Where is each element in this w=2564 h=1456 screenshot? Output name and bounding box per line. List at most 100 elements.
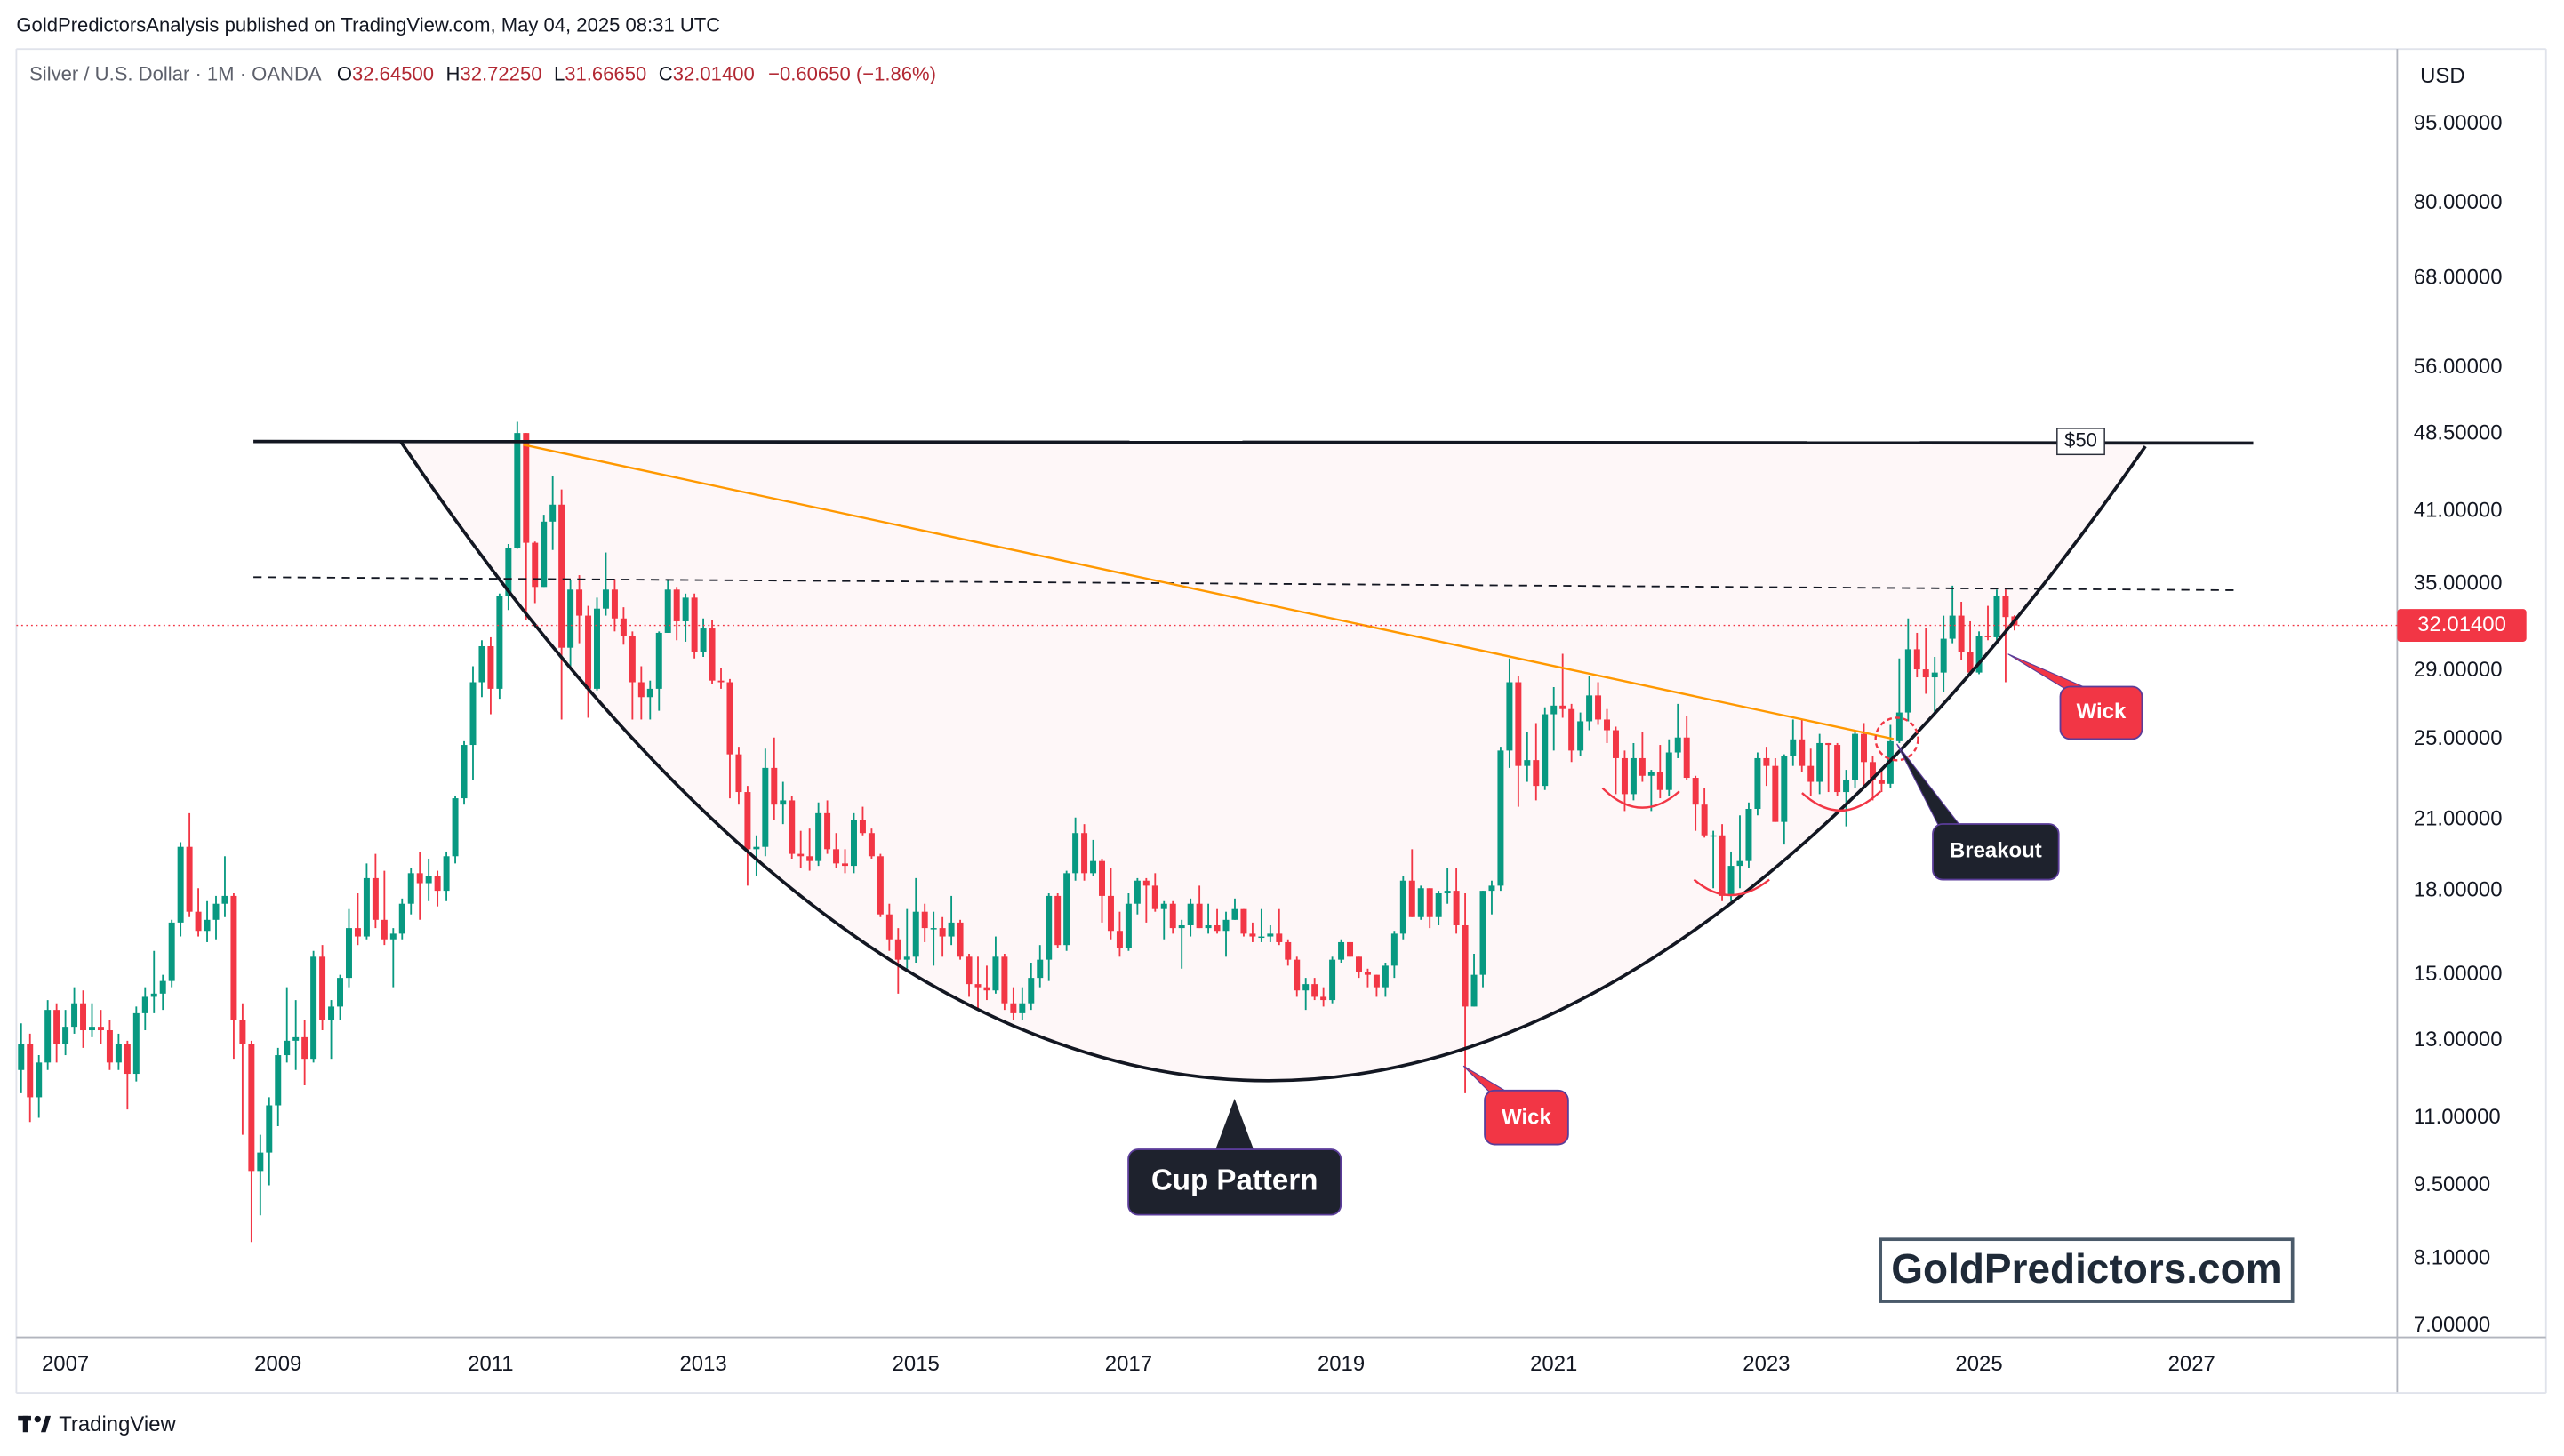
candle-body (735, 754, 742, 793)
candle-body (1338, 941, 1345, 960)
y-tick-label: 8.10000 (2414, 1245, 2490, 1269)
candle-body (230, 895, 237, 1020)
candle-body (132, 1012, 140, 1075)
y-tick-label: 35.00000 (2414, 572, 2503, 596)
candle-body (18, 1044, 25, 1070)
candle-body (1054, 895, 1062, 946)
candle-body (939, 928, 946, 937)
candle-body (1107, 895, 1114, 932)
candle-body (62, 1027, 69, 1044)
candle-body (363, 877, 370, 937)
dashed-line (253, 576, 2238, 591)
candle-body (1046, 895, 1053, 960)
candle-body (1550, 705, 1558, 715)
candle-body (159, 980, 166, 994)
candle-body (602, 589, 609, 609)
candle-body (717, 680, 725, 683)
callout-box (1484, 1089, 1569, 1146)
candle-body (1674, 737, 1681, 753)
candle-body (381, 919, 388, 940)
last-price-box (2397, 609, 2527, 642)
candle-body (1169, 903, 1176, 929)
x-tick-label: 2011 (468, 1352, 513, 1376)
x-tick-label: 2027 (2168, 1352, 2215, 1376)
candle-body (1488, 885, 1495, 892)
candle-body (1019, 1003, 1026, 1013)
candle-body (1861, 733, 1867, 763)
resistance-label-box (2056, 428, 2105, 456)
candle-body (354, 928, 361, 937)
candle-body (80, 1003, 87, 1031)
candle-body (1895, 712, 1903, 741)
candle-body (1151, 885, 1158, 909)
candle-body (1931, 672, 1938, 678)
candle-body (416, 873, 423, 884)
candle-body (1922, 669, 1929, 678)
candle-body (1267, 933, 1274, 937)
y-tick-label: 68.00000 (2414, 265, 2503, 289)
cup-curve (399, 440, 2147, 1083)
candle-body (1799, 739, 1806, 766)
legend-key: H (446, 62, 461, 84)
pattern-arc (1801, 790, 1882, 812)
candle-body (1063, 873, 1070, 946)
candle-body (1727, 866, 1735, 896)
callout-pointer (1214, 1099, 1254, 1151)
candle-body (1807, 765, 1815, 782)
candle-body (1692, 778, 1699, 805)
candle-body (637, 682, 645, 698)
candle-body (833, 849, 840, 864)
candle-body (469, 682, 477, 746)
candle-body (478, 645, 485, 683)
candle-body (1249, 933, 1256, 937)
candle-body (1134, 880, 1141, 904)
candle-body (1719, 835, 1726, 896)
candle-body (434, 876, 441, 892)
candle-body (1683, 737, 1690, 779)
x-tick-label: 2013 (679, 1352, 726, 1376)
candle-body (1240, 908, 1247, 934)
candle-body (868, 833, 875, 857)
candle-body (877, 856, 884, 915)
candle-body (398, 903, 405, 934)
y-tick-label: 25.00000 (2414, 726, 2503, 750)
x-tick-label: 2023 (1743, 1352, 1790, 1376)
candle-body (141, 996, 148, 1013)
legend-key: C (659, 62, 673, 84)
candle-body (1665, 752, 1672, 790)
y-tick-label: 56.00000 (2414, 355, 2503, 379)
candle-body (1399, 880, 1406, 934)
y-tick-label: 80.00000 (2414, 190, 2503, 214)
candle-body (771, 767, 778, 805)
legend-key: O (337, 62, 352, 84)
candle-body (1612, 730, 1619, 758)
legend-value: 32.72250 (460, 62, 541, 84)
candle-body (594, 608, 600, 689)
candle-body (1772, 765, 1779, 822)
candle-body (912, 911, 919, 957)
callout-box (1932, 823, 2060, 881)
candle-body (1515, 682, 1522, 766)
resistance-line (253, 439, 2254, 445)
x-tick-label: 2007 (42, 1352, 89, 1376)
symbol: Silver / U.S. Dollar · 1M · OANDA (29, 62, 322, 84)
candle-body (780, 800, 787, 805)
candle-body (168, 922, 175, 981)
candle-body (1506, 682, 1513, 751)
candle-body (885, 914, 893, 940)
candle-body (903, 956, 910, 960)
x-tick-label: 2017 (1105, 1352, 1152, 1376)
candle-body (1214, 924, 1221, 932)
candle-body (1462, 924, 1469, 1007)
legend-value: 31.66650 (565, 62, 646, 84)
candle-body (966, 956, 973, 985)
candle-body (789, 800, 796, 854)
candle-body (1382, 965, 1389, 988)
candle-body (558, 504, 565, 648)
candle-body (1125, 903, 1132, 948)
candle-body (1816, 742, 1823, 782)
candle-body (1852, 733, 1859, 780)
candle-body (372, 877, 379, 920)
candle-body (301, 1036, 308, 1060)
callout-text: Wick (1502, 1105, 1551, 1129)
